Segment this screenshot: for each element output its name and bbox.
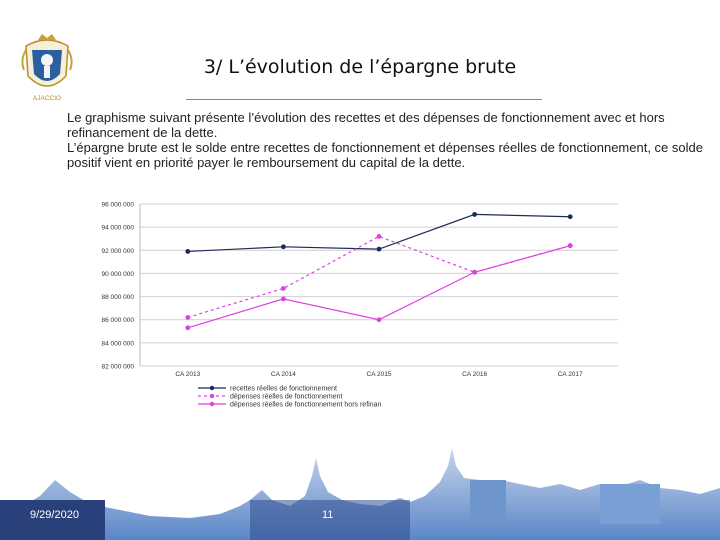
x-tick-label: CA 2014: [271, 371, 296, 378]
data-point: [376, 317, 382, 323]
data-point: [376, 234, 382, 239]
title-divider: [186, 99, 542, 100]
data-point: [281, 244, 286, 250]
page-title: 3/ L’évolution de l’épargne brute: [203, 56, 517, 78]
data-point: [567, 214, 573, 220]
y-tick-label: 86 000 000: [101, 317, 134, 324]
y-tick-label: 82 000 000: [101, 364, 134, 371]
data-point: [567, 243, 573, 249]
data-point: [281, 296, 286, 302]
data-point: [376, 246, 382, 252]
page-number: 11: [322, 509, 334, 521]
y-tick-label: 88 000 000: [101, 294, 134, 301]
data-point: [185, 249, 191, 254]
legend-marker: [209, 385, 215, 391]
data-point: [472, 269, 477, 275]
x-tick-label: CA 2017: [558, 371, 583, 378]
legend-marker: [209, 393, 215, 399]
city-logo: AJACCIO: [21, 34, 73, 102]
city-skyline-decoration: [0, 448, 720, 540]
data-point: [185, 315, 191, 320]
legend-entry: dépenses réelles de fonctionnement: [230, 394, 343, 401]
intro-text: Le graphisme suivant présente l’évolutio…: [67, 110, 707, 170]
x-tick-label: CA 2013: [175, 371, 200, 378]
data-point: [185, 325, 191, 331]
data-point: [281, 286, 286, 291]
intro-paragraph-2: L’épargne brute est le solde entre recet…: [67, 140, 703, 170]
legend-marker: [209, 401, 215, 407]
data-point: [472, 212, 477, 217]
y-tick-label: 84 000 000: [101, 340, 134, 347]
series-line-3: [187, 245, 571, 329]
footer-date: 9/29/2020: [30, 509, 79, 521]
series-line-1: [187, 213, 571, 253]
y-tick-label: 90 000 000: [101, 271, 134, 278]
legend-entry: recettes réelles de fonctionnement: [230, 386, 337, 393]
intro-paragraph-1: Le graphisme suivant présente l’évolutio…: [67, 110, 665, 140]
y-tick-label: 96 000 000: [101, 202, 134, 209]
legend-entry: dépenses réelles de fonctionnement hors …: [230, 402, 381, 409]
logo-caption: AJACCIO: [33, 95, 61, 102]
y-tick-label: 94 000 000: [101, 225, 134, 232]
savings-line-chart: 82 000 000 84 000 000 86 000 000 88 000 000…: [101, 202, 618, 409]
y-tick-label: 92 000 000: [101, 248, 134, 255]
x-tick-label: CA 2015: [367, 371, 392, 378]
x-tick-label: CA 2016: [462, 371, 487, 378]
